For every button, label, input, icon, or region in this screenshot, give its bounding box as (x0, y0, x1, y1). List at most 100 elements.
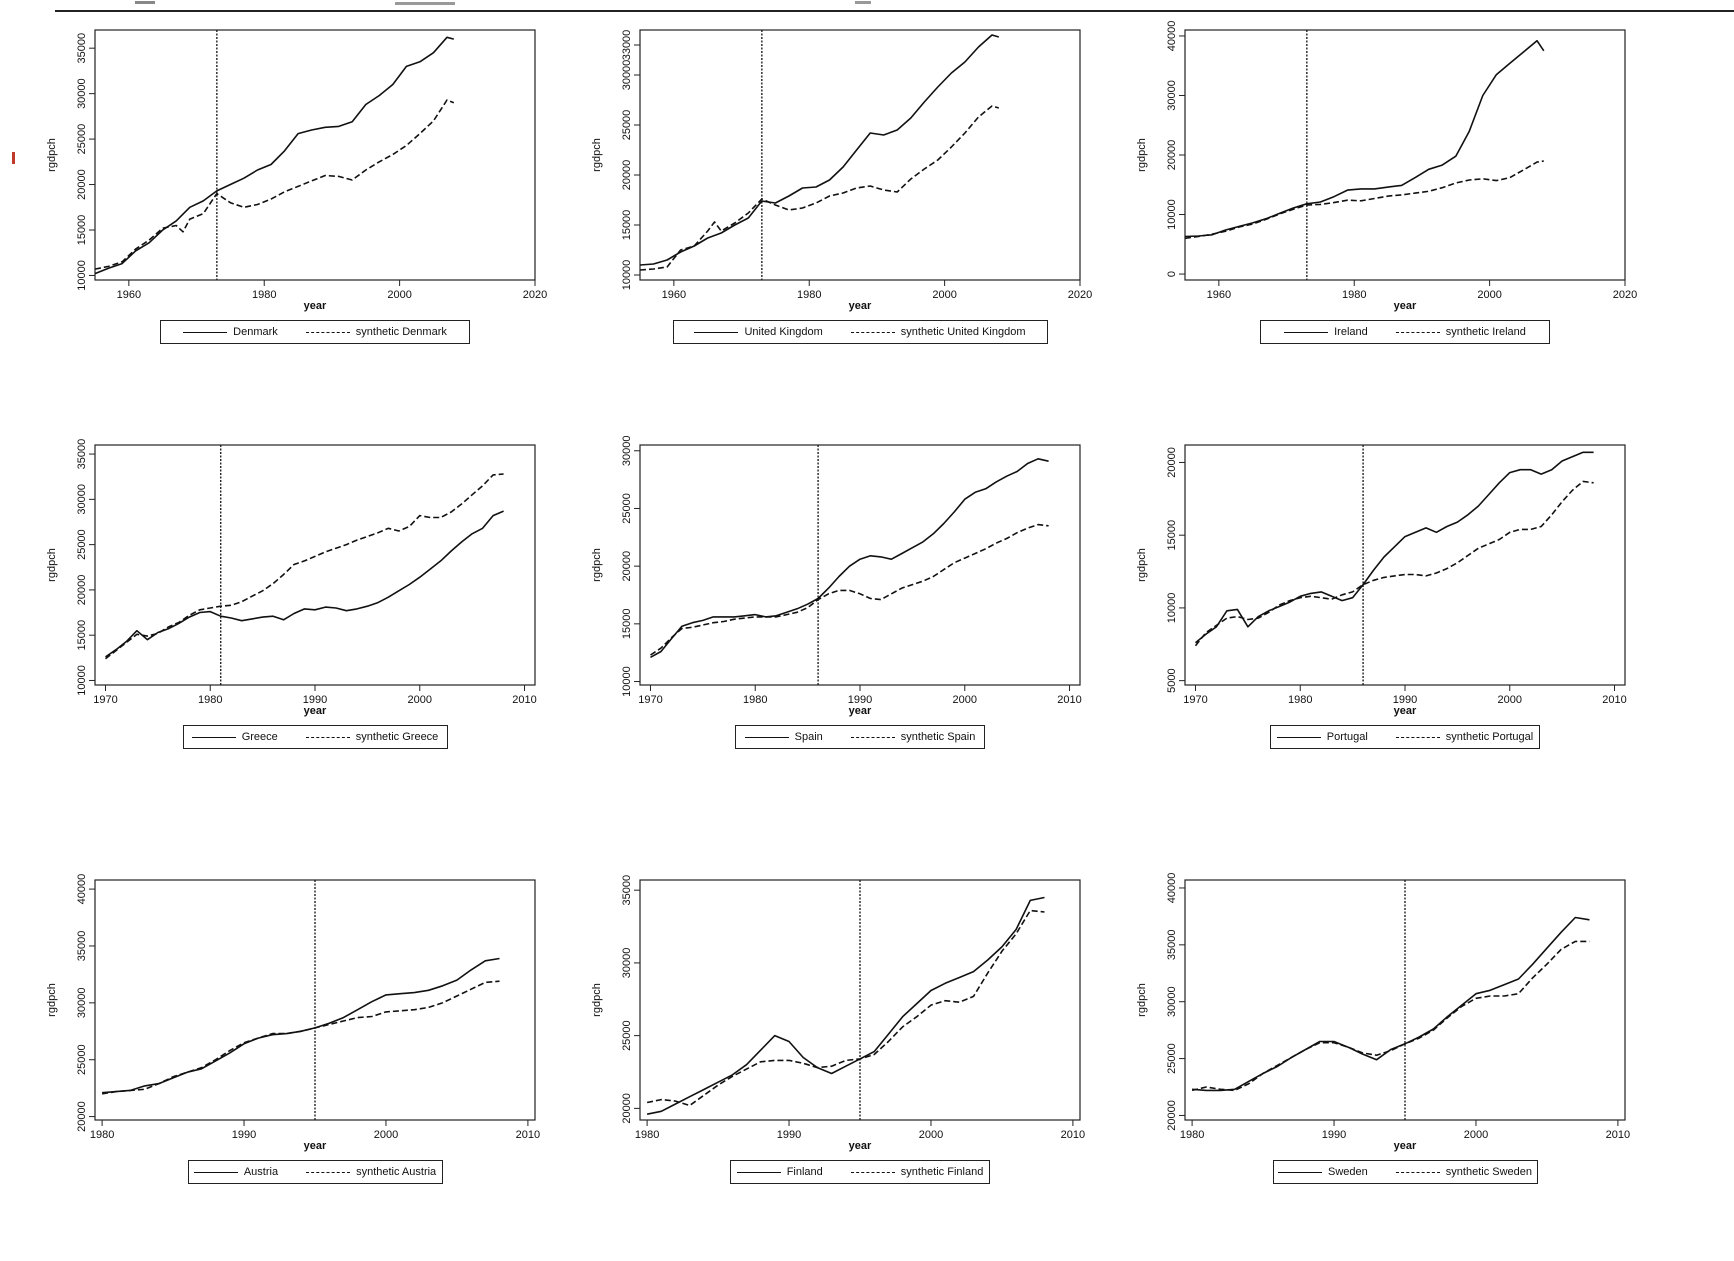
x-tick-label: 1990 (848, 694, 872, 706)
legend-swatch (1395, 331, 1440, 333)
plot-frame (94, 29, 536, 281)
x-tick-label: 1990 (1322, 1129, 1346, 1141)
legend-label: synthetic Denmark (355, 326, 447, 338)
y-tick-label: 30000 (1166, 986, 1178, 1017)
series-line-actual (105, 510, 504, 658)
legend-item: synthetic Sweden (1395, 1166, 1532, 1178)
y-tick-label: 20000 (76, 169, 88, 200)
legend-label: Greece (241, 731, 278, 743)
legend-swatch (694, 331, 739, 333)
series-line-synthetic (646, 909, 1045, 1107)
legend-swatch (305, 736, 350, 738)
legend-item: synthetic Ireland (1395, 326, 1526, 338)
y-tick-label: 20000 (621, 551, 633, 582)
x-tick-label: 1980 (635, 1129, 659, 1141)
y-tick-label: 15000 (1166, 520, 1178, 551)
x-tick-label: 1990 (303, 694, 327, 706)
legend-item: Sweden (1278, 1166, 1368, 1178)
x-axis-label: year (304, 705, 327, 717)
plot-frame (639, 29, 1081, 281)
legend-label: Austria (243, 1166, 279, 1178)
y-axis-label: rgdpch (1136, 983, 1148, 1017)
x-axis-label: year (1394, 1140, 1417, 1152)
y-tick-label: 15000 (621, 210, 633, 241)
legend-item: synthetic Denmark (305, 326, 447, 338)
x-axis-label: year (849, 705, 872, 717)
x-tick-label: 1960 (1207, 289, 1231, 301)
legend: United Kingdom synthetic United Kingdom (672, 320, 1048, 344)
legend-item: Greece (191, 731, 278, 743)
y-tick-label: 30000 (76, 988, 88, 1019)
legend-swatch (1284, 331, 1329, 333)
legend-label: synthetic Spain (900, 731, 976, 743)
x-axis-label: year (849, 300, 872, 312)
x-tick-label: 2020 (1613, 289, 1637, 301)
series-line-actual (650, 458, 1049, 659)
y-tick-label: 15000 (621, 609, 633, 640)
x-tick-label: 2010 (1602, 694, 1626, 706)
y-tick-label: 40000 (76, 874, 88, 905)
series-line-actual (646, 896, 1045, 1115)
y-axis-label: rgdpch (46, 548, 58, 582)
y-tick-label: 15000 (76, 620, 88, 651)
y-tick-label: 33000 (621, 30, 633, 61)
y-tick-label: 10000 (621, 666, 633, 697)
y-tick-label: 35000 (1166, 930, 1178, 961)
x-tick-label: 1970 (93, 694, 117, 706)
y-tick-label: 25000 (621, 493, 633, 524)
y-tick-label: 25000 (76, 529, 88, 560)
x-tick-label: 1980 (252, 289, 276, 301)
x-tick-label: 2000 (1464, 1129, 1488, 1141)
legend-label: synthetic Portugal (1445, 731, 1534, 743)
legend-label: Portugal (1326, 731, 1368, 743)
x-tick-label: 2000 (374, 1129, 398, 1141)
y-tick-label: 40000 (1166, 21, 1178, 52)
y-tick-label: 25000 (76, 1044, 88, 1075)
legend-swatch (183, 331, 228, 333)
legend-swatch (736, 1171, 781, 1173)
legend-swatch (1395, 1171, 1440, 1173)
legend-item: Spain (744, 731, 823, 743)
y-tick-label: 25000 (1166, 1043, 1178, 1074)
legend-label: United Kingdom (744, 326, 823, 338)
top-rule (55, 10, 1734, 12)
y-axis-label: rgdpch (1136, 548, 1148, 582)
red-mark (12, 152, 15, 164)
legend-label: synthetic Greece (355, 731, 439, 743)
legend-label: synthetic Ireland (1445, 326, 1526, 338)
series-line-synthetic (101, 980, 500, 1095)
legend-swatch (744, 736, 789, 738)
legend-label: synthetic Sweden (1445, 1166, 1532, 1178)
y-tick-label: 10000 (1166, 593, 1178, 624)
y-tick-label: 20000 (621, 160, 633, 191)
series-line-actual (1192, 916, 1590, 1092)
legend: Ireland synthetic Ireland (1260, 320, 1550, 344)
legend-item: synthetic Greece (305, 731, 439, 743)
x-axis-label: year (1394, 300, 1417, 312)
x-tick-label: 1990 (777, 1129, 801, 1141)
y-tick-label: 30000 (76, 484, 88, 515)
legend: Austria synthetic Austria (187, 1160, 443, 1184)
y-tick-label: 15000 (76, 215, 88, 246)
legend-swatch (850, 331, 895, 333)
x-axis-label: year (849, 1140, 872, 1152)
y-axis-label: rgdpch (46, 983, 58, 1017)
y-tick-label: 10000 (76, 665, 88, 696)
x-axis-label: year (304, 1140, 327, 1152)
x-tick-label: 1990 (232, 1129, 256, 1141)
legend: Sweden synthetic Sweden (1272, 1160, 1538, 1184)
x-tick-label: 2010 (1057, 694, 1081, 706)
x-tick-label: 1990 (1393, 694, 1417, 706)
x-tick-label: 1980 (1180, 1129, 1204, 1141)
y-tick-label: 30000 (76, 78, 88, 109)
y-tick-label: 20000 (1166, 1100, 1178, 1131)
y-tick-label: 35000 (621, 875, 633, 906)
y-tick-label: 0 (1166, 271, 1178, 277)
legend-swatch (850, 736, 895, 738)
y-tick-label: 20000 (621, 1093, 633, 1124)
y-tick-label: 20000 (76, 575, 88, 606)
